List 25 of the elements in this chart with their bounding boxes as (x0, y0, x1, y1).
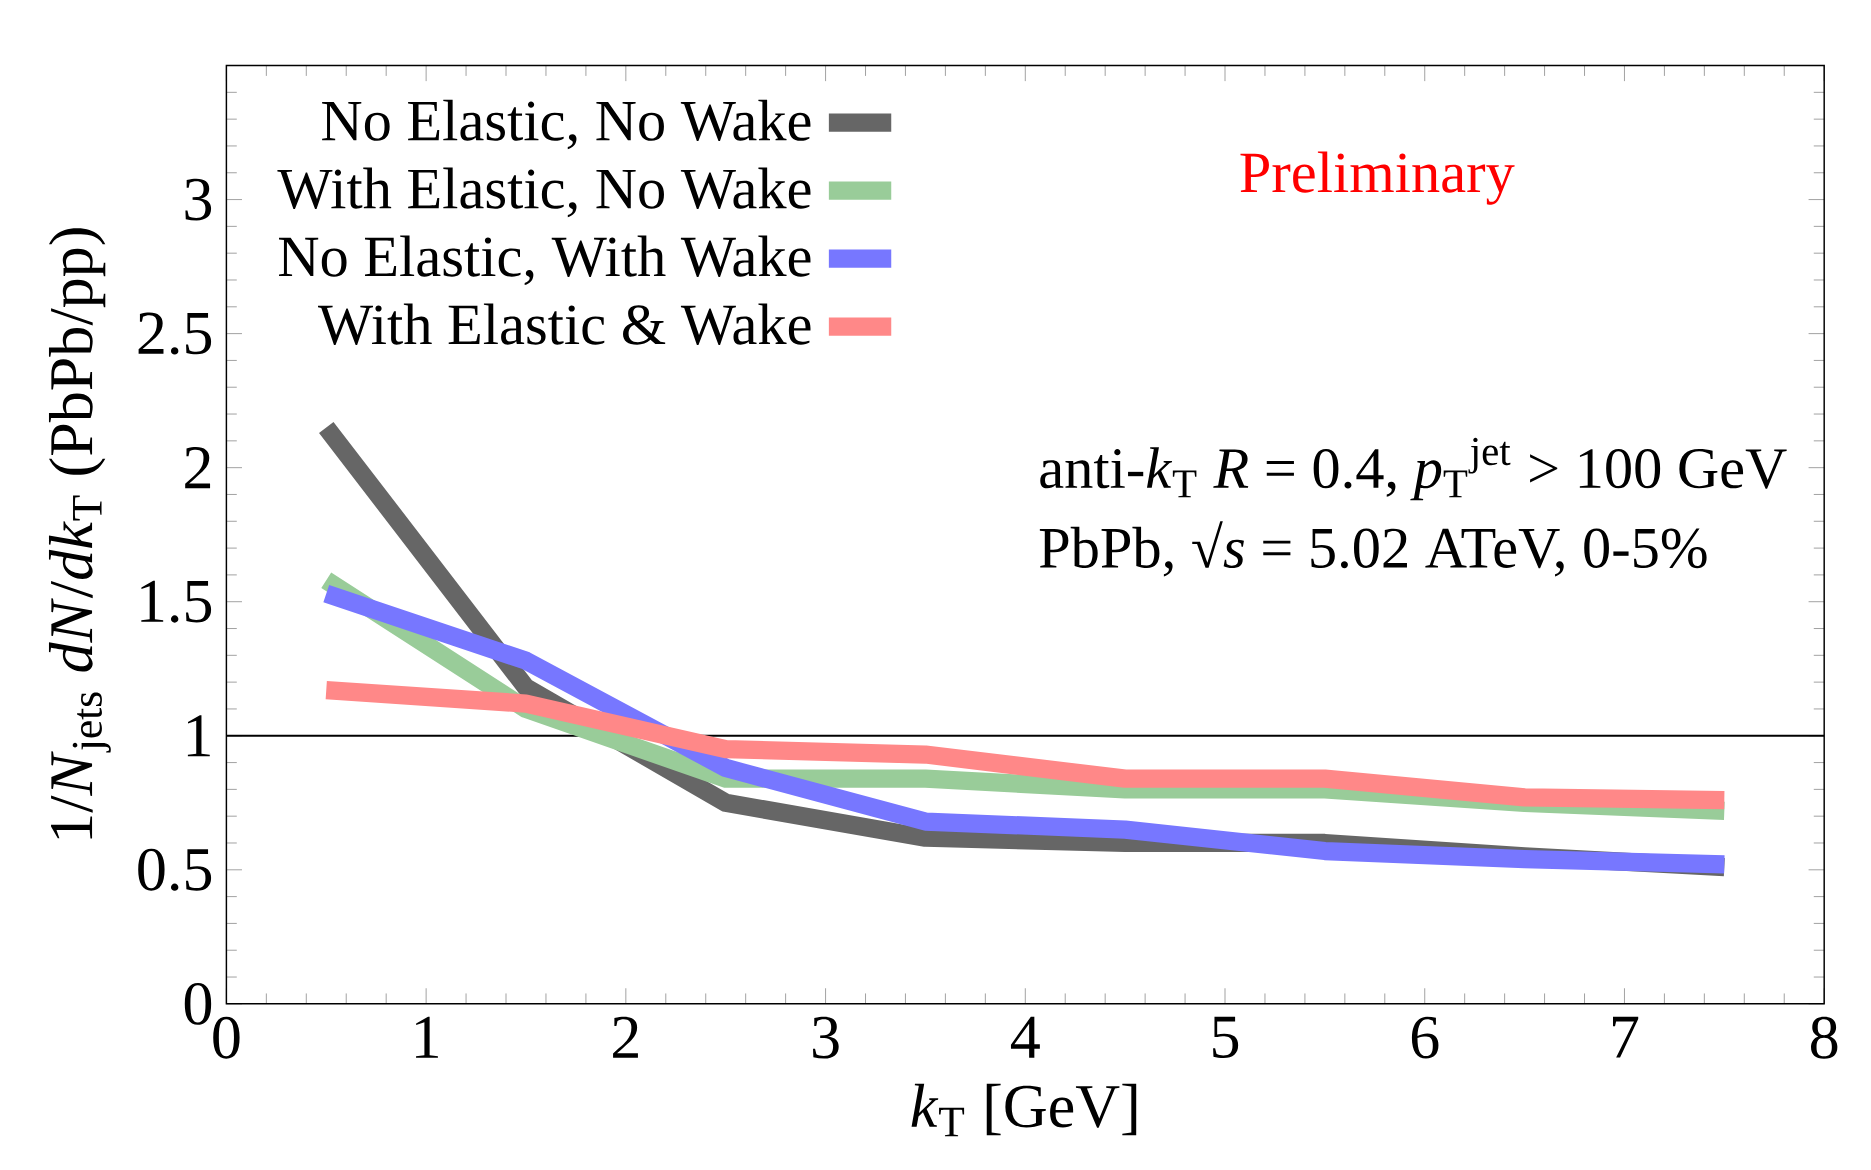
annotation: PbPb, √s = 5.02 ATeV, 0-5% (1039, 521, 1707, 577)
y-tick-label: 2 (185, 447, 211, 489)
legend-label: No Elastic, With Wake (279, 235, 811, 286)
text: anti-k$_{T}$ R = 0.4, p$_{T}$$^{jet}$ > 100 GeV (1040, 437, 1787, 501)
annotation: Preliminary (1240, 151, 1515, 205)
x-tick-label: 6 (1411, 1016, 1439, 1059)
y-tick-label: 3 (185, 178, 212, 221)
x-tick-label: 2 (613, 1016, 638, 1058)
x-tick-label: 5 (1213, 1016, 1239, 1059)
y-tick-label: 0 (184, 982, 212, 1025)
x-tick-label: 8 (1811, 1016, 1838, 1059)
legend-label: No Elastic, No Wake (322, 99, 811, 150)
y-tick-label: 2.5 (138, 312, 212, 355)
legend-label: With Elastic, No Wake (277, 167, 811, 218)
legend-label: With Elastic & Wake (318, 303, 811, 345)
y-axis-title: 1/N$_{jets}$ dN/dk$_{T}$ (PbPb/pp) (48, 228, 111, 839)
x-tick-label: 7 (1613, 1016, 1639, 1058)
y-tick-label: 0.5 (138, 848, 212, 891)
y-tick-label: 1 (187, 715, 210, 757)
x-tick-label: 3 (813, 1016, 839, 1059)
x-tick-label: 4 (1010, 1016, 1040, 1058)
x-tick-label: 1 (416, 1016, 438, 1058)
x-axis-title: k$_{T}$ [GeV] (911, 1083, 1137, 1137)
y-tick-label: 1.5 (141, 580, 212, 623)
x-tick-label: 0 (213, 1016, 240, 1059)
